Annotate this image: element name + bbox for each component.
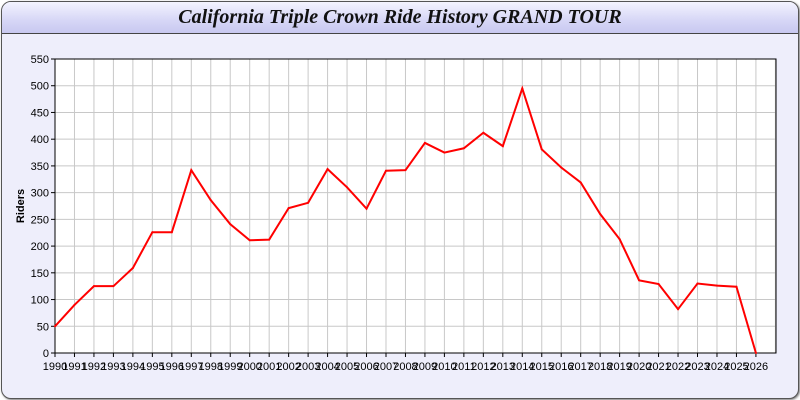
data-point xyxy=(268,238,271,241)
data-point xyxy=(735,285,738,288)
data-point xyxy=(248,239,251,242)
data-point xyxy=(151,231,154,234)
data-point xyxy=(287,207,290,210)
data-point xyxy=(540,148,543,151)
data-point xyxy=(229,223,232,226)
x-tick-label: 2022 xyxy=(666,361,690,373)
y-tick-label: 550 xyxy=(31,54,49,66)
x-tick-label: 2023 xyxy=(685,361,709,373)
y-tick-label: 250 xyxy=(31,214,49,226)
data-point xyxy=(443,151,446,154)
x-tick-label: 2000 xyxy=(237,361,261,373)
x-tick-label: 2001 xyxy=(257,361,281,373)
data-point xyxy=(112,285,115,288)
y-tick-label: 50 xyxy=(37,321,49,333)
data-point xyxy=(599,213,602,216)
y-tick-label: 300 xyxy=(31,188,49,200)
data-point xyxy=(209,199,212,202)
y-tick-label: 350 xyxy=(31,161,49,173)
x-tick-label: 1997 xyxy=(179,361,203,373)
data-point xyxy=(73,303,76,306)
x-tick-label: 1998 xyxy=(199,361,223,373)
x-tick-label: 2018 xyxy=(588,361,612,373)
y-tick-label: 100 xyxy=(31,295,49,307)
y-tick-label: 200 xyxy=(31,241,49,253)
x-tick-label: 2012 xyxy=(471,361,495,373)
data-point xyxy=(131,267,134,270)
x-tick-label: 2007 xyxy=(374,361,398,373)
x-tick-label: 2016 xyxy=(549,361,573,373)
x-tick-label: 1996 xyxy=(160,361,184,373)
data-point xyxy=(618,238,621,241)
x-tick-label: 1993 xyxy=(101,361,125,373)
data-point xyxy=(365,207,368,210)
x-tick-label: 2008 xyxy=(393,361,417,373)
x-tick-label: 2003 xyxy=(296,361,320,373)
x-tick-label: 2019 xyxy=(607,361,631,373)
x-tick-label: 2026 xyxy=(744,361,768,373)
x-tick-label: 2025 xyxy=(724,361,748,373)
x-tick-label: 2015 xyxy=(530,361,554,373)
chart-title: California Triple Crown Ride History GRA… xyxy=(178,6,622,28)
y-tick-label: 450 xyxy=(31,107,49,119)
data-point xyxy=(715,284,718,287)
x-tick-label: 2017 xyxy=(568,361,592,373)
y-tick-label: 0 xyxy=(43,348,49,360)
data-point xyxy=(307,201,310,204)
data-point xyxy=(54,325,56,328)
data-point xyxy=(677,308,680,311)
x-tick-label: 2004 xyxy=(315,361,339,373)
x-tick-label: 2002 xyxy=(276,361,300,373)
x-tick-label: 2013 xyxy=(491,361,515,373)
x-tick-label: 1991 xyxy=(62,361,86,373)
data-point xyxy=(482,131,485,134)
x-tick-label: 2020 xyxy=(627,361,651,373)
data-point xyxy=(190,169,193,172)
data-point xyxy=(754,352,757,354)
x-tick-label: 2005 xyxy=(335,361,359,373)
y-tick-label: 500 xyxy=(31,81,49,93)
x-tick-label: 1994 xyxy=(121,361,145,373)
x-tick-label: 2024 xyxy=(705,361,729,373)
plot-border xyxy=(54,58,777,354)
x-tick-label: 1992 xyxy=(82,361,106,373)
x-tick-label: 2014 xyxy=(510,361,534,373)
ticks: 0501001502002503003504004505005501990199… xyxy=(31,54,769,373)
data-point xyxy=(170,231,173,234)
data-point xyxy=(638,279,641,282)
y-axis-label: Riders xyxy=(15,189,27,223)
data-point xyxy=(423,141,426,144)
data-point xyxy=(92,285,95,288)
x-tick-label: 2021 xyxy=(646,361,670,373)
plot-area xyxy=(55,59,776,353)
data-point xyxy=(696,282,699,285)
y-tick-label: 150 xyxy=(31,268,49,280)
data-point xyxy=(579,181,582,184)
data-point xyxy=(346,186,349,189)
series-layer xyxy=(54,85,757,354)
x-tick-label: 2011 xyxy=(452,361,476,373)
x-tick-label: 2006 xyxy=(354,361,378,373)
x-tick-label: 1995 xyxy=(140,361,164,373)
data-point xyxy=(404,169,407,172)
data-point xyxy=(326,168,329,171)
data-point xyxy=(462,147,465,150)
x-tick-label: 2009 xyxy=(413,361,437,373)
y-tick-label: 400 xyxy=(31,134,49,146)
data-point xyxy=(521,87,524,90)
x-tick-label: 1999 xyxy=(218,361,242,373)
x-tick-label: 2010 xyxy=(432,361,456,373)
data-point xyxy=(560,166,563,169)
data-point xyxy=(657,283,660,286)
data-point xyxy=(384,169,387,172)
data-point xyxy=(501,145,504,148)
x-tick-label: 1990 xyxy=(43,361,67,373)
title-bar: California Triple Crown Ride History GRA… xyxy=(2,2,798,34)
